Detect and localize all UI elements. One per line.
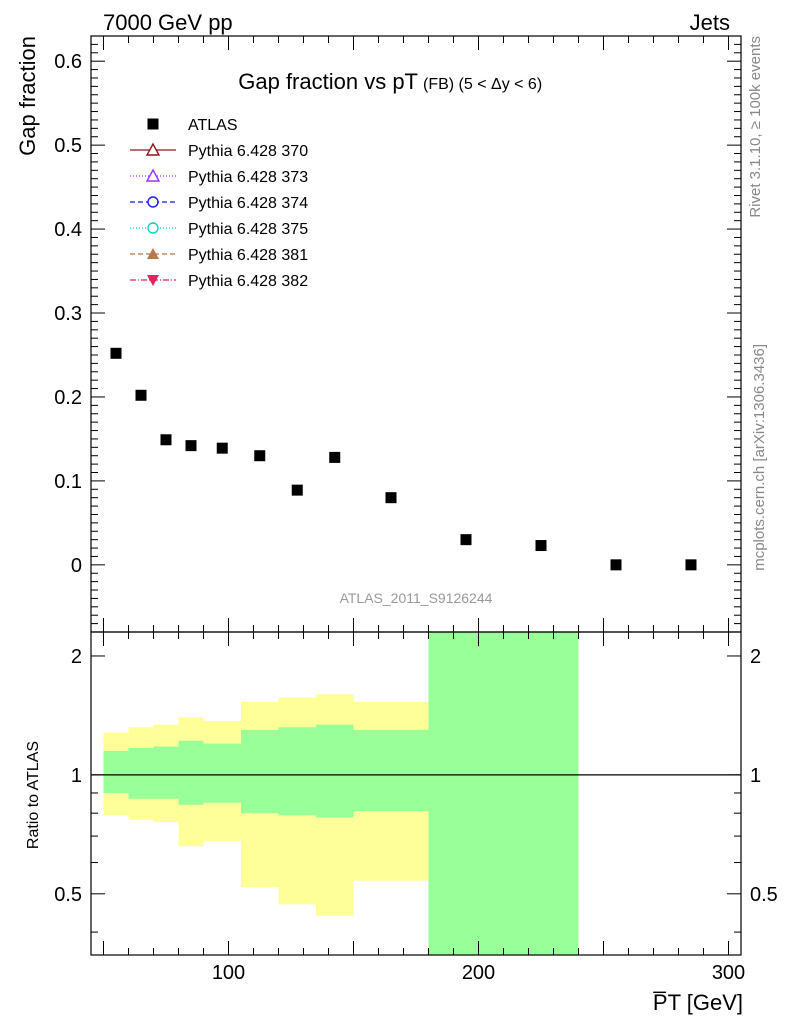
data-point <box>110 347 122 359</box>
legend-item: Pythia 6.428 370 <box>130 142 308 160</box>
band-inner <box>353 729 429 812</box>
legend-item: Pythia 6.428 374 <box>130 195 308 212</box>
ratio-y-tick-label: 0.5 <box>54 884 82 906</box>
rivet-label: Rivet 3.1.10, ≥ 100k events <box>747 36 764 218</box>
data-point <box>329 451 341 463</box>
y-tick-label: 0.5 <box>54 135 82 157</box>
x-tick-label: 300 <box>712 962 745 984</box>
ratio-axis-title: Ratio to ATLAS <box>25 741 42 849</box>
y-tick-label: 0.4 <box>54 219 82 241</box>
legend-marker-triangle <box>147 248 159 259</box>
legend: ATLAS Pythia 6.428 370 Pythia 6.428 373 Pyt… <box>130 117 308 290</box>
data-point <box>254 450 266 462</box>
legend-item: ATLAS <box>147 117 238 134</box>
legend-label: ATLAS <box>188 117 238 134</box>
legend-item: Pythia 6.428 382 <box>130 273 308 290</box>
axis-ticks <box>91 35 741 955</box>
data-point <box>460 534 472 546</box>
y-tick-label: 0.1 <box>54 471 82 493</box>
ratio-bands <box>103 632 579 955</box>
band-inner <box>103 750 129 793</box>
data-point <box>535 540 547 552</box>
y-tick-label: 0.2 <box>54 387 82 409</box>
band-inner <box>278 727 316 816</box>
y-tick-label: 0.3 <box>54 303 82 325</box>
y-tick-label: 0.6 <box>54 51 82 73</box>
data-point <box>610 559 622 571</box>
band-inner <box>428 632 579 955</box>
legend-marker-circle <box>147 222 159 234</box>
band-inner <box>203 743 241 803</box>
x-axis-title: P̅T [GeV] <box>653 990 743 1015</box>
legend-item: Pythia 6.428 373 <box>130 168 308 186</box>
band-inner <box>128 747 154 799</box>
data-point <box>385 492 397 504</box>
data-point <box>216 442 228 454</box>
main-title: Gap fraction vs pT <box>238 69 418 94</box>
y-axis-title: Gap fraction <box>15 36 40 156</box>
plot-frames <box>90 35 742 956</box>
ratio-y-tick-label: 2 <box>71 646 82 668</box>
band-inner <box>178 740 204 805</box>
legend-item: Pythia 6.428 375 <box>130 221 308 238</box>
data-point <box>160 434 172 446</box>
data-point <box>185 440 197 452</box>
ratio-frame <box>90 631 742 956</box>
ratio-y-tick-label-right: 2 <box>750 646 761 668</box>
ratio-y-tick-label-right: 0.5 <box>750 884 778 906</box>
axis-tick-labels: 0 0.1 0.2 0.3 0.4 0.5 0.6 100 200 300 0.5 0.5 1 1 2 2 <box>54 51 778 984</box>
legend-marker-triangle <box>145 142 161 156</box>
legend-label: Pythia 6.428 382 <box>188 273 308 290</box>
data-point <box>135 389 147 401</box>
band-inner <box>153 746 179 799</box>
legend-label: Pythia 6.428 375 <box>188 221 308 238</box>
legend-item: Pythia 6.428 381 <box>130 247 308 264</box>
legend-marker-circle <box>147 196 159 208</box>
mcplots-label: mcplots.cern.ch [arXiv:1306.3436] <box>751 344 768 571</box>
legend-marker-triangle <box>145 168 161 182</box>
energy-label: 7000 GeV pp <box>103 10 233 35</box>
y-tick-label: 0 <box>71 555 82 577</box>
legend-label: Pythia 6.428 370 <box>188 143 308 160</box>
ratio-y-tick-label-right: 1 <box>750 765 761 787</box>
data-points <box>110 347 697 571</box>
legend-label: Pythia 6.428 381 <box>188 247 308 264</box>
legend-label: Pythia 6.428 374 <box>188 195 308 212</box>
data-point <box>291 484 303 496</box>
ratio-y-tick-label: 1 <box>71 765 82 787</box>
title-suffix: (FB) (5 < Δy < 6) <box>423 76 542 93</box>
jets-label: Jets <box>690 10 730 35</box>
legend-marker-triangle-down <box>147 275 159 286</box>
band-inner <box>241 729 279 814</box>
x-tick-label: 200 <box>462 962 495 984</box>
analysis-watermark: ATLAS_2011_S9126244 <box>340 590 493 606</box>
x-tick-label: 100 <box>212 962 245 984</box>
data-point <box>685 559 697 571</box>
legend-marker-square <box>147 118 159 130</box>
legend-label: Pythia 6.428 373 <box>188 169 308 186</box>
band-inner <box>316 724 354 818</box>
